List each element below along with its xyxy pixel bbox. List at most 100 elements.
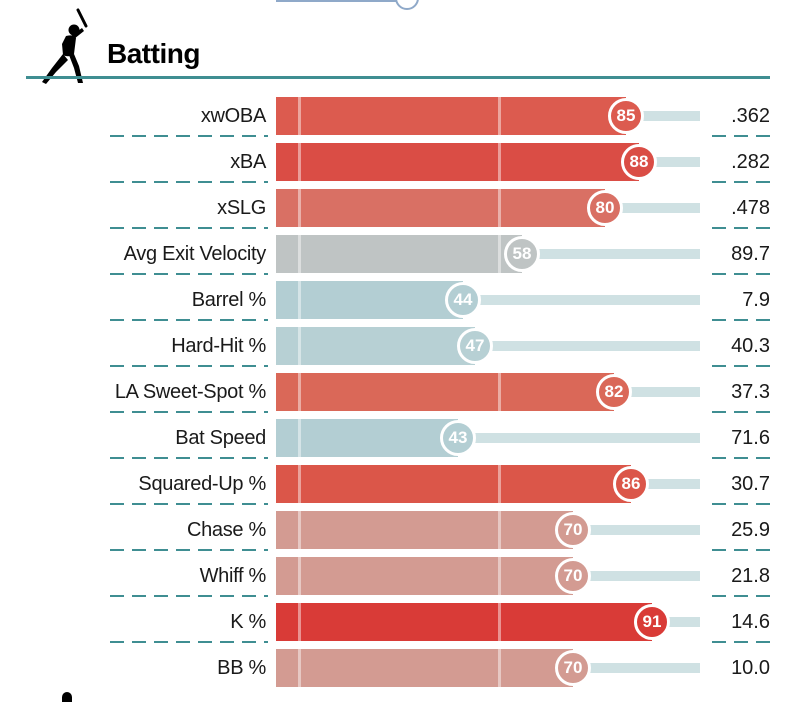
row-separator (110, 641, 268, 643)
bar-gridline (498, 143, 501, 181)
row-separator (110, 503, 268, 505)
metric-row: xBA 88 .282 (0, 143, 792, 185)
bar-gridline (298, 235, 301, 273)
metric-label: Bat Speed (175, 427, 266, 449)
percentile-bar (276, 189, 605, 227)
bar-gridline (498, 373, 501, 411)
row-separator (110, 595, 268, 597)
metric-label: LA Sweet-Spot % (114, 381, 266, 403)
metric-row: LA Sweet-Spot % 82 37.3 (0, 373, 792, 415)
batter-silhouette-icon (42, 8, 88, 84)
bar-gridline (498, 603, 501, 641)
bar-gridline (298, 189, 301, 227)
row-separator (712, 411, 772, 413)
percentile-badge: 43 (440, 420, 476, 456)
metric-value: 14.6 (731, 611, 770, 633)
metric-label: Avg Exit Velocity (123, 243, 267, 265)
percentile-bar (276, 465, 631, 503)
next-section-icon (62, 692, 72, 702)
metric-label: xBA (230, 151, 266, 173)
percentile-badge: 82 (596, 374, 632, 410)
row-separator (110, 273, 268, 275)
row-separator (712, 181, 772, 183)
metric-row: Avg Exit Velocity 58 89.7 (0, 235, 792, 277)
percentile-bar (276, 511, 573, 549)
percentile-badge: 70 (555, 650, 591, 686)
row-separator (712, 227, 772, 229)
metric-value: 21.8 (731, 565, 770, 587)
bar-gridline (298, 143, 301, 181)
bar-gridline (498, 557, 501, 595)
metric-row: K % 91 14.6 (0, 603, 792, 645)
section-title: Batting (107, 38, 200, 69)
percentile-track (276, 419, 700, 457)
bar-gridline (498, 649, 501, 687)
metric-value: 40.3 (731, 335, 770, 357)
row-separator (110, 549, 268, 551)
bar-gridline (498, 235, 501, 273)
metric-value: .362 (731, 105, 770, 127)
metric-label: Barrel % (191, 289, 267, 311)
row-separator (110, 181, 268, 183)
metric-label: Whiff % (199, 565, 267, 587)
bar-gridline (498, 97, 501, 135)
percentile-badge: 85 (608, 98, 644, 134)
metric-value: 37.3 (731, 381, 770, 403)
percentile-bar (276, 327, 475, 365)
metric-value: .478 (731, 197, 770, 219)
previous-section-bar (276, 0, 406, 2)
percentile-badge: 80 (587, 190, 623, 226)
metric-value: 71.6 (731, 427, 770, 449)
metric-row: Squared-Up % 86 30.7 (0, 465, 792, 507)
metric-label: Hard-Hit % (171, 335, 266, 357)
row-separator (712, 641, 772, 643)
bar-gridline (498, 189, 501, 227)
row-separator (712, 319, 772, 321)
section-header: Batting (26, 8, 770, 84)
percentile-bar (276, 281, 463, 319)
metric-row: Barrel % 44 7.9 (0, 281, 792, 323)
bar-gridline (298, 465, 301, 503)
percentile-badge: 70 (555, 558, 591, 594)
percentile-bar (276, 649, 573, 687)
percentile-badge: 47 (457, 328, 493, 364)
percentile-badge: 58 (504, 236, 540, 272)
percentile-badge: 91 (634, 604, 670, 640)
bar-gridline (298, 511, 301, 549)
bar-gridline (298, 97, 301, 135)
percentile-bar (276, 557, 573, 595)
metric-value: 10.0 (731, 657, 770, 679)
percentile-bar (276, 235, 522, 273)
row-separator (110, 365, 268, 367)
metric-row: BB % 70 10.0 (0, 649, 792, 691)
metric-row: xwOBA 85 .362 (0, 97, 792, 139)
bar-gridline (298, 373, 301, 411)
metric-row: Hard-Hit % 47 40.3 (0, 327, 792, 369)
track-line (276, 433, 700, 443)
metric-value: 30.7 (731, 473, 770, 495)
percentile-track (276, 281, 700, 319)
percentile-badge: 88 (621, 144, 657, 180)
metric-value: .282 (731, 151, 770, 173)
row-separator (712, 273, 772, 275)
bar-gridline (298, 281, 301, 319)
percentile-badge: 70 (555, 512, 591, 548)
row-separator (110, 319, 268, 321)
bar-gridline (298, 557, 301, 595)
section-title-rule (26, 76, 770, 79)
percentile-bar (276, 143, 639, 181)
row-separator (712, 135, 772, 137)
bar-gridline (498, 465, 501, 503)
metric-label: BB % (217, 657, 266, 679)
metric-label: K % (230, 611, 266, 633)
metric-row: Bat Speed 43 71.6 (0, 419, 792, 461)
row-separator (712, 365, 772, 367)
percentile-bar (276, 603, 652, 641)
row-separator (712, 595, 772, 597)
percentile-bar (276, 373, 614, 411)
bar-gridline (298, 419, 301, 457)
row-separator (110, 411, 268, 413)
bar-gridline (298, 327, 301, 365)
row-separator (110, 135, 268, 137)
row-separator (110, 457, 268, 459)
